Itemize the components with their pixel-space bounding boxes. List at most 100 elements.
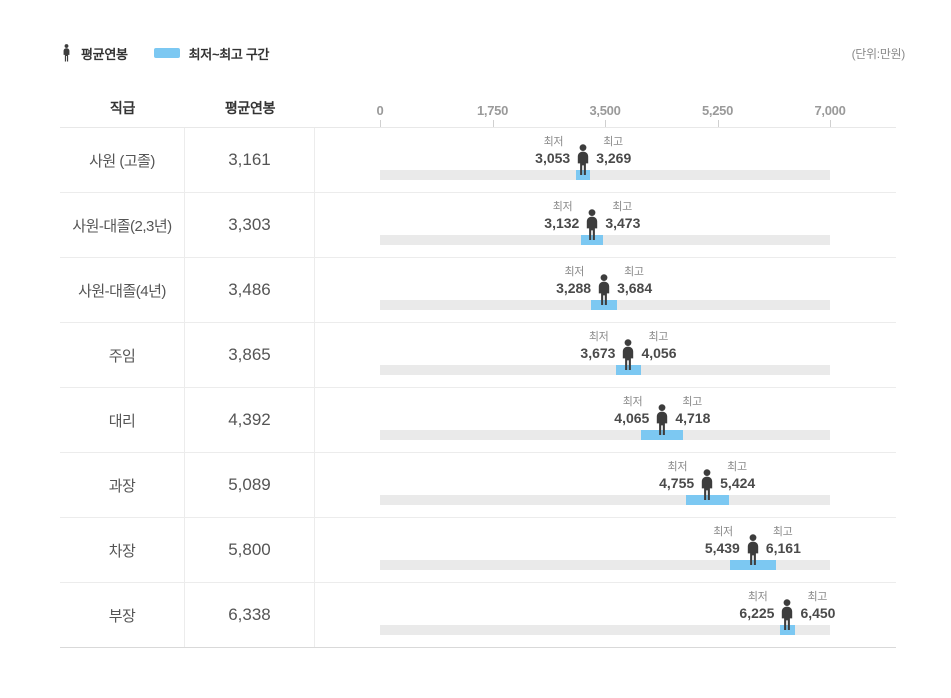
- range-track: [380, 625, 830, 635]
- min-label-group: 최저 6,225: [739, 590, 774, 622]
- avg-value: 3,486: [228, 280, 271, 299]
- range-bar: [729, 560, 777, 570]
- range-track: [380, 365, 830, 375]
- axis-tick: [605, 120, 606, 127]
- max-caption: 최고: [807, 591, 828, 603]
- position-label: 사원 (고졸): [89, 152, 155, 170]
- max-label-group: 최고 5,424: [720, 460, 755, 492]
- avg-value: 5,089: [228, 475, 271, 494]
- avg-value: 5,800: [228, 540, 271, 559]
- min-label-group: 최저 3,053: [535, 135, 570, 167]
- range-cell: 최저 3,288 최고 3,684: [315, 258, 896, 322]
- min-caption: 최저: [713, 526, 733, 538]
- min-label-group: 최저 5,439: [705, 525, 740, 557]
- table-row: 사원 (고졸) 3,161 최저 3,053 최고 3,269: [60, 128, 896, 193]
- max-caption: 최고: [727, 461, 747, 473]
- table-row: 사원-대졸(4년) 3,486 최저 3,288 최고 3,684: [60, 258, 896, 323]
- min-caption: 최저: [622, 396, 643, 408]
- table-row: 주임 3,865 최저 3,673 최고 4,056: [60, 323, 896, 388]
- avg-value: 3,303: [228, 215, 271, 234]
- avg-value: 6,338: [228, 605, 271, 624]
- range-bar: [685, 495, 729, 505]
- axis-tick: [830, 120, 831, 127]
- range-bar: [616, 365, 641, 375]
- max-value: 4,718: [675, 410, 711, 426]
- table-row: 대리 4,392 최저 4,065 최고 4,718: [60, 388, 896, 453]
- max-label-group: 최고 4,056: [641, 330, 676, 362]
- max-label-group: 최고 6,161: [766, 525, 801, 557]
- min-label-group: 최저 3,673: [580, 330, 615, 362]
- min-value: 3,053: [535, 150, 571, 166]
- min-value: 3,132: [544, 215, 580, 231]
- range-bar: [581, 235, 604, 245]
- table-row: 과장 5,089 최저 4,755 최고 5,424: [60, 453, 896, 518]
- position-label: 과장: [108, 477, 136, 495]
- avg-cell: 5,089: [185, 453, 315, 517]
- avg-value: 3,161: [228, 150, 271, 169]
- max-label-group: 최고 3,269: [596, 135, 631, 167]
- position-cell: 사원-대졸(4년): [60, 258, 185, 322]
- position-label: 차장: [108, 542, 136, 560]
- range-track: [380, 170, 830, 180]
- position-label: 주임: [108, 347, 136, 365]
- min-label-group: 최저 4,755: [659, 460, 694, 492]
- position-cell: 부장: [60, 583, 185, 647]
- avg-cell: 5,800: [185, 518, 315, 582]
- position-cell: 사원 (고졸): [60, 128, 185, 192]
- table-row: 부장 6,338 최저 6,225 최고 6,450: [60, 583, 896, 648]
- avg-cell: 3,486: [185, 258, 315, 322]
- legend-item-range: 최저~최고 구간: [153, 44, 270, 63]
- unit-label: (단위:만원): [851, 46, 906, 61]
- max-label-group: 최고 4,718: [675, 395, 710, 427]
- max-caption: 최고: [648, 331, 669, 343]
- max-label-group: 최고 3,473: [605, 200, 640, 232]
- range-cell: 최저 3,673 최고 4,056: [315, 323, 896, 387]
- salary-table: 직급 평균연봉 0 1,750 3,500 5,250 7,000 사원 (고졸) 3,…: [60, 95, 896, 648]
- avg-cell: 6,338: [185, 583, 315, 647]
- max-value: 3,269: [596, 150, 632, 166]
- range-cell: 최저 4,065 최고 4,718: [315, 388, 896, 452]
- min-caption: 최저: [588, 331, 609, 343]
- avg-value: 3,865: [228, 345, 271, 364]
- range-track: [380, 235, 830, 245]
- range-bar: [591, 300, 617, 310]
- position-cell: 과장: [60, 453, 185, 517]
- max-caption: 최고: [624, 266, 644, 278]
- range-track: [380, 560, 830, 570]
- max-caption: 최고: [612, 201, 632, 213]
- min-caption: 최저: [667, 461, 688, 473]
- legend-average-label: 평균연봉: [81, 46, 128, 62]
- max-caption: 최고: [603, 136, 623, 148]
- min-value: 4,755: [659, 475, 695, 491]
- person-icon: [587, 209, 598, 240]
- chart-container: 평균연봉 최저~최고 구간 (단위:만원) 직급 평균연봉 0 1,750 3,50…: [60, 44, 905, 648]
- avg-cell: 3,865: [185, 323, 315, 387]
- position-label: 사원-대졸(4년): [78, 282, 166, 300]
- range-cell: 최저 4,755 최고 5,424: [315, 453, 896, 517]
- max-value: 6,450: [800, 605, 836, 621]
- person-icon: [701, 469, 713, 500]
- table-body: 사원 (고졸) 3,161 최저 3,053 최고 3,269 사원-대졸(2,…: [60, 128, 896, 648]
- position-cell: 사원-대졸(2,3년): [60, 193, 185, 257]
- position-label: 부장: [108, 607, 136, 625]
- person-icon: [657, 404, 668, 435]
- max-value: 3,473: [605, 215, 641, 231]
- avg-cell: 4,392: [185, 388, 315, 452]
- person-icon: [578, 144, 589, 175]
- person-icon: [623, 339, 634, 370]
- min-label-group: 최저 3,288: [556, 265, 591, 297]
- table-row: 사원-대졸(2,3년) 3,303 최저 3,132 최고 3,473: [60, 193, 896, 258]
- axis-tick-label: 3,500: [589, 103, 621, 118]
- axis-tick: [717, 120, 719, 127]
- max-caption: 최고: [682, 396, 702, 408]
- position-cell: 대리: [60, 388, 185, 452]
- avg-cell: 3,161: [185, 128, 315, 192]
- legend-item-average: 평균연봉: [60, 44, 128, 63]
- position-cell: 주임: [60, 323, 185, 387]
- axis-tick-label: 7,000: [814, 103, 846, 118]
- range-cell: 최저 3,132 최고 3,473: [315, 193, 896, 257]
- legend-range-label: 최저~최고 구간: [188, 46, 270, 62]
- min-label-group: 최저 4,065: [614, 395, 649, 427]
- min-value: 4,065: [614, 410, 650, 426]
